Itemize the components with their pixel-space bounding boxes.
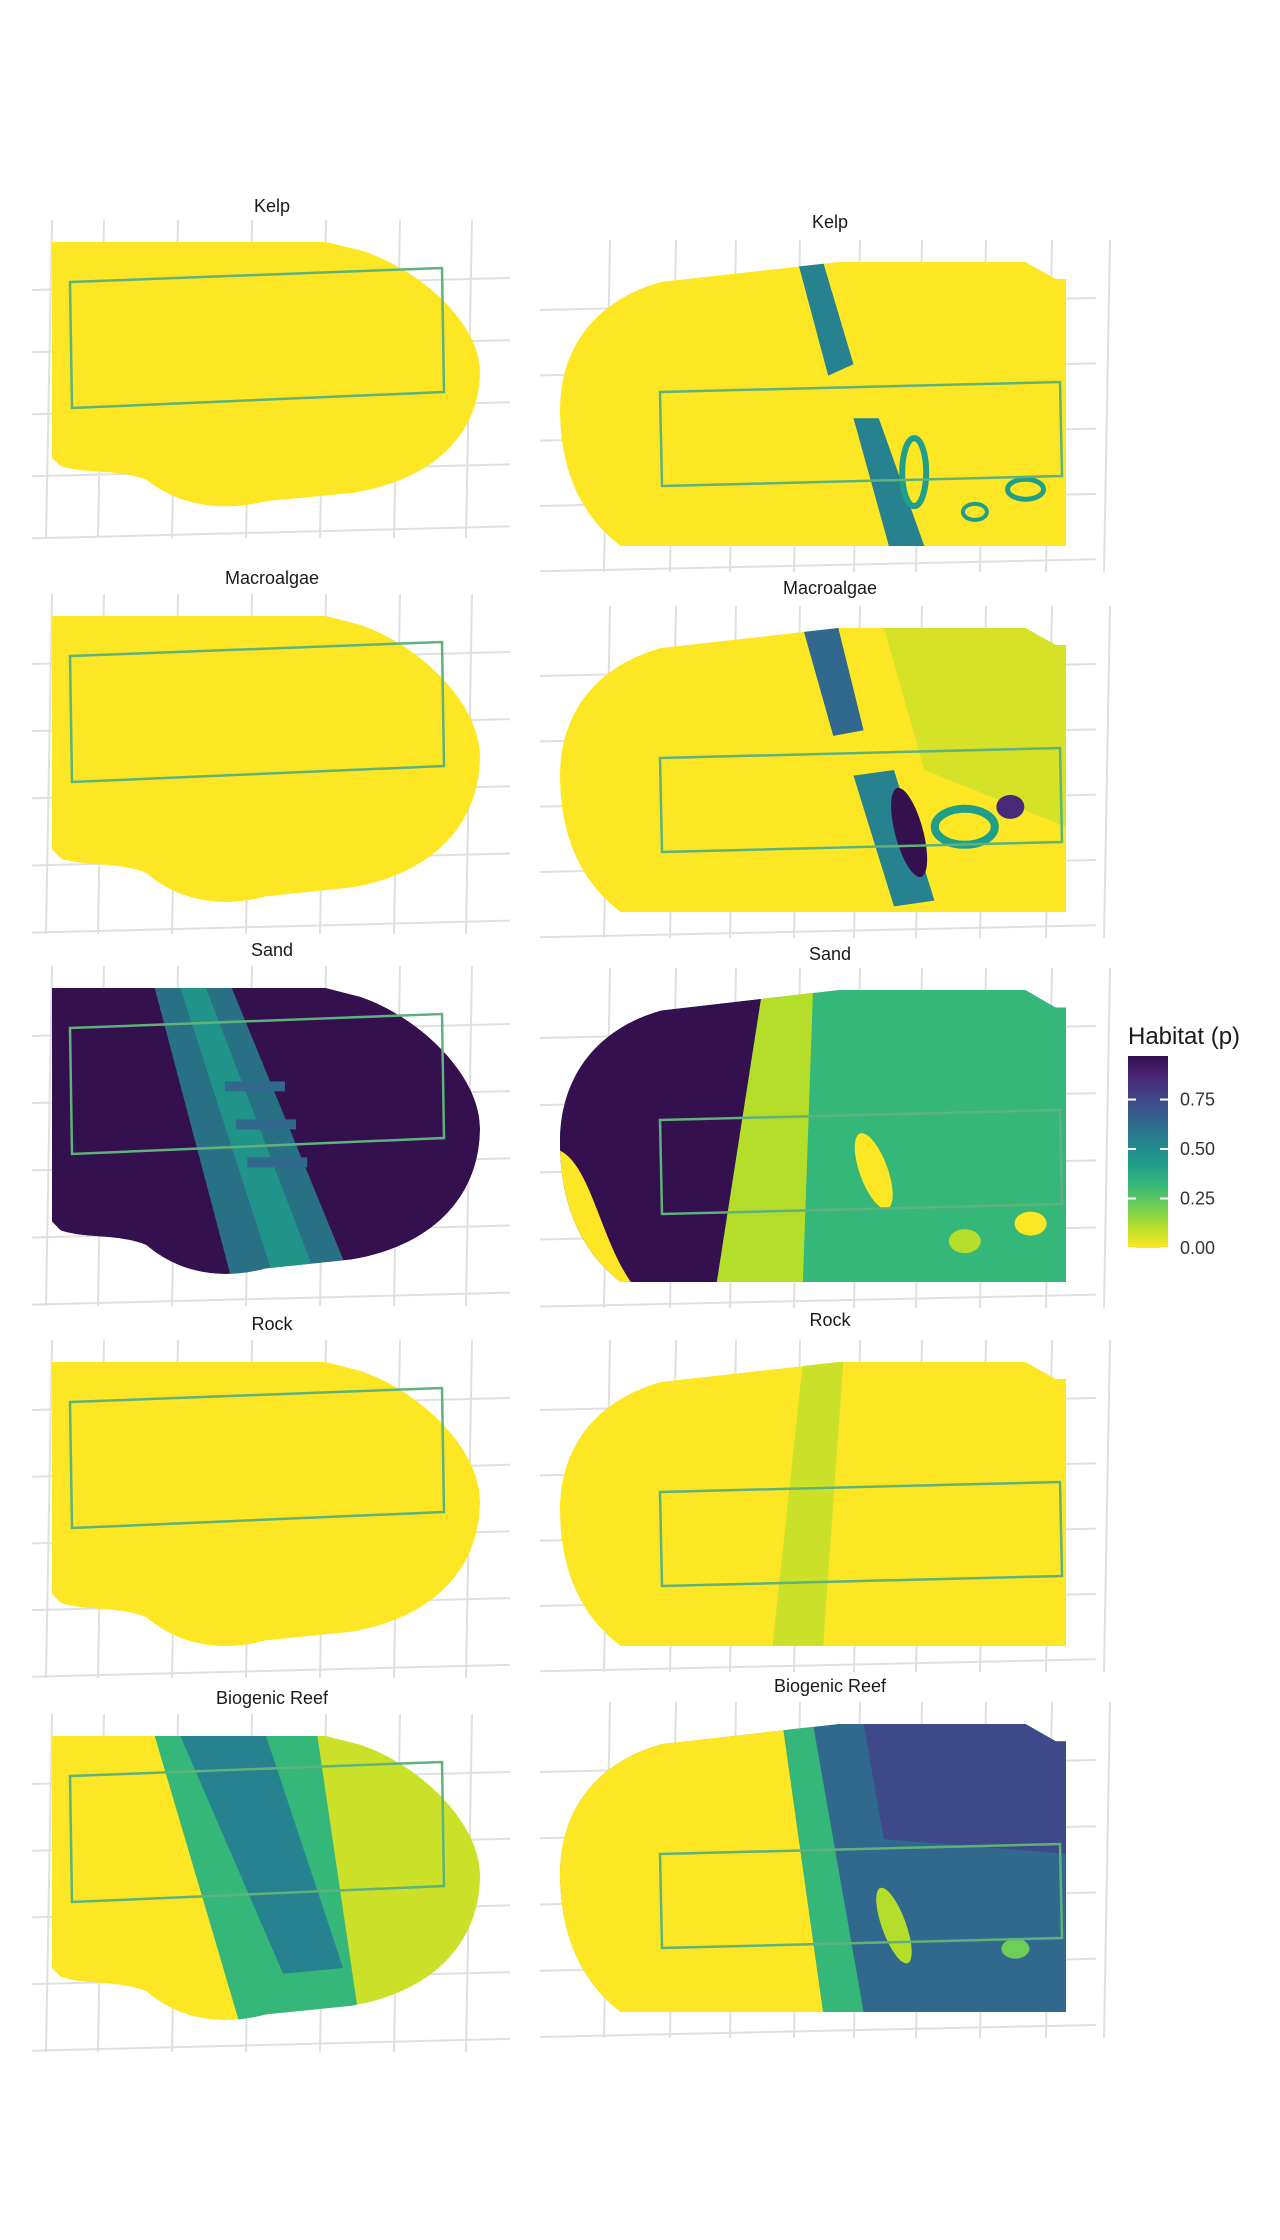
map-panel: Macroalgae [539, 578, 1111, 939]
habitat-patch [560, 1724, 824, 2012]
grid-line [31, 919, 511, 934]
habitat-patch [960, 501, 989, 522]
habitat-patch [802, 628, 864, 736]
panel-title: Sand [809, 944, 851, 964]
grid-line [45, 965, 53, 1307]
panel-title: Rock [809, 1310, 851, 1330]
legend-ticks: 0.75 0.50 0.25 0.00 [1128, 1090, 1215, 1258]
map-panel: Kelp [539, 212, 1111, 573]
study-area-box [68, 640, 446, 784]
panel-title: Sand [251, 940, 293, 960]
grid-line [1103, 1701, 1111, 2039]
grid-line [45, 593, 53, 935]
legend-tick-label: 0.00 [1180, 1238, 1215, 1258]
study-area-box [658, 1842, 1064, 1950]
grid-line [539, 558, 1097, 573]
legend: Habitat (p) 0.75 0.50 0.25 0.00 [1128, 1023, 1240, 1258]
grid-line [31, 525, 511, 540]
habitat-patch [236, 1119, 297, 1130]
habitat-patch [782, 1724, 864, 2012]
legend-tick-label: 0.75 [1180, 1090, 1215, 1110]
habitat-patch [891, 787, 928, 878]
study-area-box [658, 1480, 1064, 1588]
habitat-patch [899, 435, 930, 510]
grid-line [1103, 967, 1111, 1309]
panel-title: Kelp [254, 196, 290, 216]
grid-line [539, 924, 1097, 939]
habitat-patch [224, 1081, 285, 1092]
habitat-patch [948, 1229, 981, 1254]
grid-line [45, 1339, 53, 1679]
habitat-patch [52, 1362, 480, 1647]
map-panel: Kelp [31, 196, 511, 540]
habitat-patch [853, 418, 925, 546]
map-panel: Biogenic Reef [31, 1688, 511, 2053]
study-area-box [658, 1108, 1064, 1216]
habitat-patch [180, 1736, 344, 1974]
habitat-patch [854, 1133, 893, 1209]
study-area-box [68, 1760, 446, 1904]
legend-title: Habitat (p) [1128, 1023, 1240, 1050]
habitat-patch [1005, 476, 1047, 502]
habitat-patch [52, 242, 480, 507]
map-panel: Macroalgae [31, 568, 511, 935]
grid-line [31, 1663, 511, 1678]
habitat-patch [52, 616, 480, 902]
study-area-box [68, 1386, 446, 1530]
habitat-patch [876, 1887, 912, 1964]
grid-line [1103, 239, 1111, 573]
grid-line [1103, 1339, 1111, 1673]
panel-title: Rock [251, 1314, 293, 1334]
grid-line [1103, 605, 1111, 939]
panel-title: Kelp [812, 212, 848, 232]
study-area-box [68, 1012, 446, 1156]
legend-tick-label: 0.25 [1180, 1189, 1215, 1209]
habitat-patch [863, 1724, 1066, 1854]
habitat-patch [247, 1157, 308, 1168]
map-panels: Kelp Kelp Macroalgae Macroalgae Sand Sand Rock… [31, 196, 1111, 2053]
grid-line [45, 1713, 53, 2053]
legend-tick-label: 0.50 [1180, 1139, 1215, 1159]
grid-line [539, 2023, 1097, 2038]
panel-title: Biogenic Reef [774, 1676, 887, 1696]
habitat-patch [1014, 1211, 1047, 1236]
grid-line [539, 1293, 1097, 1308]
habitat-patch [1001, 1938, 1030, 1959]
map-panel: Rock [539, 1310, 1111, 1673]
habitat-patch [797, 262, 854, 376]
map-panel: Rock [31, 1314, 511, 1679]
habitat-patch [716, 990, 813, 1282]
grid-line [45, 219, 53, 539]
map-panel: Sand [539, 944, 1111, 1309]
grid-line [539, 1658, 1097, 1673]
study-area-box [68, 266, 446, 410]
legend-colorbar [1128, 1056, 1168, 1248]
study-area-box [658, 746, 1064, 854]
map-panel: Biogenic Reef [539, 1676, 1111, 2039]
map-panel: Sand [31, 940, 511, 1307]
habitat-patch [883, 628, 1066, 827]
grid-line [31, 2037, 511, 2052]
habitat-patch [180, 988, 318, 1274]
habitat-patch [772, 1362, 844, 1646]
panel-title: Macroalgae [225, 568, 319, 588]
study-area-box [658, 380, 1064, 488]
panel-title: Biogenic Reef [216, 1688, 329, 1708]
panel-title: Macroalgae [783, 578, 877, 598]
habitat-patch [996, 794, 1025, 819]
grid-line [31, 1291, 511, 1306]
habitat-patch [560, 262, 1066, 546]
